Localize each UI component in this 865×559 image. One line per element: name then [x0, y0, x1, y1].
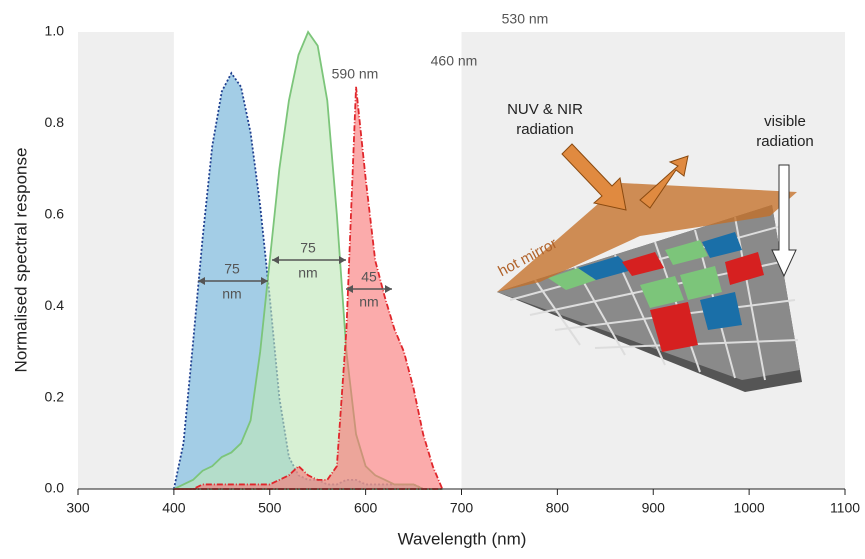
peak-label: 530 nm [502, 11, 549, 27]
x-tick-label: 300 [66, 500, 90, 516]
width-label: nm [359, 294, 378, 310]
illustration-label: radiation [756, 133, 814, 150]
shaded-range [78, 32, 174, 489]
illustration-label: visible [764, 113, 806, 130]
x-tick-label: 600 [354, 500, 378, 516]
y-tick-label: 1.0 [45, 23, 65, 39]
x-tick-label: 400 [162, 500, 186, 516]
y-tick-label: 0.8 [45, 114, 65, 130]
width-label: 75 [300, 240, 316, 256]
illustration-label: radiation [516, 121, 574, 138]
x-tick-label: 900 [642, 500, 666, 516]
width-label: nm [222, 286, 241, 302]
arrow-head [385, 285, 392, 293]
x-tick-label: 1100 [830, 500, 860, 516]
width-label: 75 [224, 261, 240, 277]
y-tick-label: 0.4 [45, 297, 65, 313]
x-axis-label: Wavelength (nm) [398, 529, 527, 548]
y-tick-label: 0.0 [45, 480, 65, 496]
x-tick-label: 800 [546, 500, 570, 516]
chart: Wavelength (nm) Normalised spectral resp… [0, 0, 865, 554]
y-tick-label: 0.6 [45, 206, 65, 222]
x-tick-label: 1000 [734, 500, 765, 516]
peak-label: 460 nm [431, 53, 478, 69]
y-tick-label: 0.2 [45, 388, 65, 404]
width-label: nm [298, 265, 317, 281]
x-tick-label: 700 [450, 500, 474, 516]
width-label: 45 [361, 269, 377, 285]
x-tick-label: 500 [258, 500, 282, 516]
y-axis-label: Normalised spectral response [11, 148, 30, 373]
illustration-label: NUV & NIR [507, 101, 583, 118]
arrow-head [339, 256, 346, 264]
peak-label: 590 nm [332, 66, 379, 82]
